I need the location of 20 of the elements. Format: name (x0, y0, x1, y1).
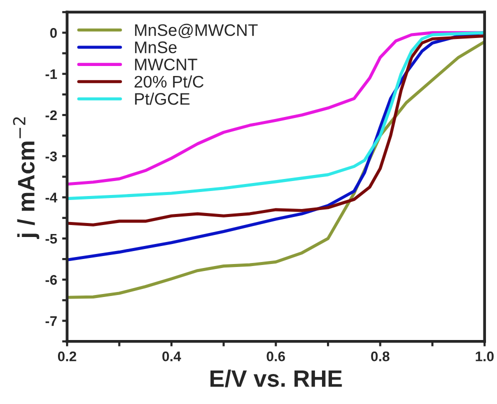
x-tick-label: 0.2 (58, 351, 76, 362)
y-tick-label: -1 (46, 69, 57, 79)
x-axis-title: E/V vs. RHE (210, 370, 342, 388)
x-tick-label: 0.8 (371, 351, 390, 362)
x-tick-label: 0.4 (162, 351, 182, 362)
y-tick-label: -6 (46, 274, 57, 285)
y-axis-title: j / mAcm$^{−2}$ (13, 117, 40, 239)
y-tick-label: -4 (46, 192, 58, 202)
x-tick-label: 1.0 (476, 351, 494, 362)
y-tick-label: -7 (46, 316, 57, 326)
x-tick-label: 0.6 (266, 351, 285, 362)
legend-label: Pt/GCE (135, 92, 190, 105)
legend-label: MWCNT (135, 58, 198, 70)
y-tick-label: 0 (50, 28, 57, 38)
y-tick-label: -5 (46, 234, 57, 244)
legend-label: MnSe@MWCNT (135, 24, 258, 38)
y-tick-label: -3 (46, 152, 57, 162)
y-tick-label: -2 (46, 110, 57, 120)
legend-label: MnSe (135, 41, 177, 54)
legend-label: 20% Pt/C (134, 75, 204, 88)
